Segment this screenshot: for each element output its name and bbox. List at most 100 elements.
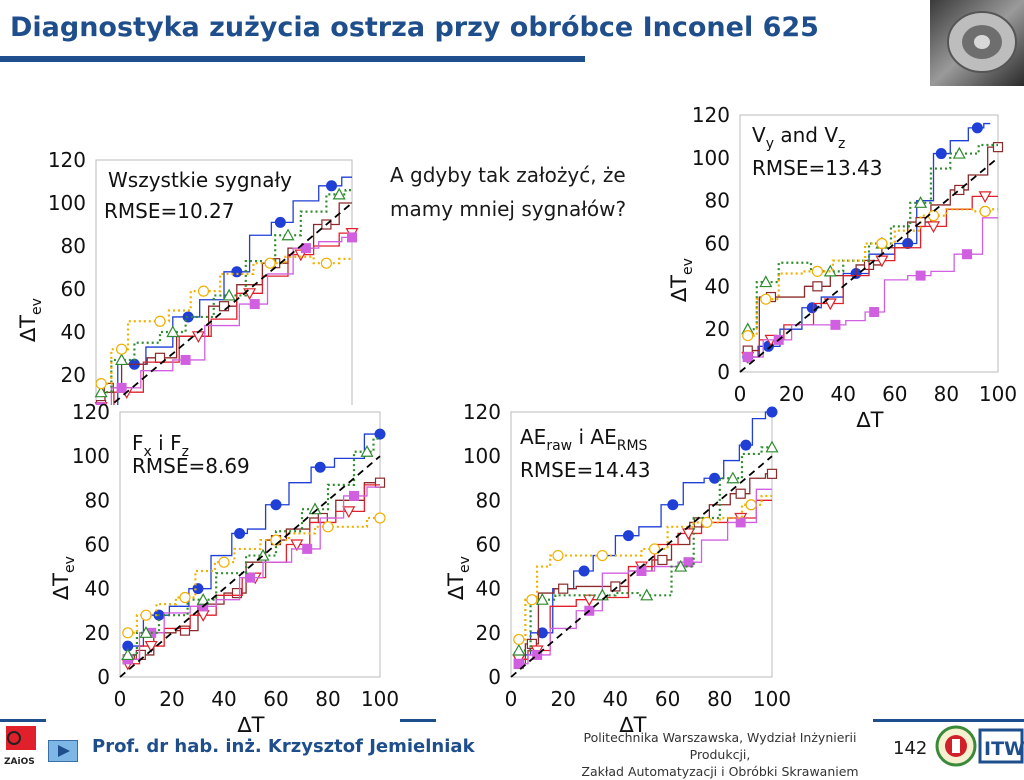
data-point bbox=[197, 285, 210, 297]
data-point bbox=[735, 488, 746, 499]
series-magenta bbox=[96, 232, 357, 405]
series-reference bbox=[739, 157, 999, 373]
chart-annotation: AEraw i AERMS bbox=[520, 425, 648, 454]
data-point bbox=[374, 428, 386, 440]
data-point bbox=[876, 237, 888, 250]
y-axis-label: ∆Tev bbox=[49, 556, 78, 601]
data-point bbox=[740, 439, 752, 451]
series-line bbox=[747, 217, 998, 358]
data-point bbox=[683, 557, 694, 568]
y-tick-label: 80 bbox=[705, 189, 730, 213]
y-tick-label: 120 bbox=[463, 400, 501, 424]
data-point bbox=[875, 255, 889, 268]
data-point bbox=[322, 521, 334, 533]
institution: Politechnika Warszawska, Wydział Inżynie… bbox=[560, 729, 880, 780]
rmse-label: RMSE=8.69 bbox=[132, 454, 250, 478]
chart-fx-fz: 0 20 40 60 80 100 120 0 20 40 60 80 100 ∆T ∆Tev Fx i Fz… bbox=[49, 400, 399, 737]
data-point bbox=[681, 528, 695, 541]
y-tick-label: 20 bbox=[705, 317, 730, 341]
data-point bbox=[96, 402, 107, 405]
x-tick-label: 40 bbox=[211, 687, 236, 711]
data-point bbox=[326, 180, 338, 192]
x-tick-label: 0 bbox=[505, 687, 518, 711]
data-point bbox=[657, 554, 668, 566]
x-tick-label: 80 bbox=[934, 382, 959, 406]
data-point bbox=[742, 329, 754, 342]
y-tick-label: 0 bbox=[717, 360, 730, 384]
series-orange bbox=[742, 205, 998, 342]
institution-line-2: Zakład Automatyzacji i Obróbki Skrawanie… bbox=[581, 764, 859, 779]
series-green bbox=[512, 440, 779, 656]
series-line bbox=[101, 189, 352, 394]
data-point bbox=[915, 270, 926, 281]
y-tick-label: 20 bbox=[61, 363, 86, 387]
y-tick-label: 120 bbox=[692, 103, 730, 127]
data-point bbox=[95, 378, 107, 390]
data-point bbox=[166, 325, 180, 338]
data-point bbox=[281, 228, 295, 241]
data-point bbox=[196, 592, 210, 605]
data-point bbox=[709, 472, 721, 484]
y-tick-label: 100 bbox=[463, 444, 501, 468]
data-point bbox=[532, 649, 543, 660]
footer-rule-left bbox=[0, 719, 46, 722]
data-point bbox=[512, 643, 526, 656]
data-point bbox=[308, 502, 322, 515]
data-point bbox=[139, 626, 153, 638]
y-tick-label: 100 bbox=[48, 191, 86, 215]
data-point bbox=[374, 477, 386, 488]
data-point bbox=[513, 633, 525, 646]
series-reference bbox=[510, 455, 773, 678]
data-point bbox=[121, 648, 135, 661]
x-tick-label: 80 bbox=[707, 687, 732, 711]
institution-line-1: Politechnika Warszawska, Wydział Inżynie… bbox=[583, 730, 857, 762]
x-tick-label: 0 bbox=[734, 382, 747, 406]
next-slide-button[interactable] bbox=[48, 740, 78, 762]
data-point bbox=[349, 490, 359, 501]
y-tick-label: 100 bbox=[72, 444, 110, 468]
data-point bbox=[526, 638, 537, 649]
data-point bbox=[290, 539, 304, 552]
data-point bbox=[759, 275, 773, 288]
x-tick-label: 20 bbox=[779, 382, 804, 406]
reference-line bbox=[739, 157, 999, 373]
data-point bbox=[812, 281, 823, 292]
data-point bbox=[667, 499, 679, 511]
y-tick-label: 40 bbox=[705, 274, 730, 298]
rmse-label: RMSE=13.43 bbox=[752, 156, 883, 180]
data-point bbox=[140, 609, 152, 621]
title-underline bbox=[0, 56, 585, 62]
chart-all-signals: 020406080100120020406080100∆T∆TevWszystk… bbox=[16, 148, 359, 405]
x-tick-label: 60 bbox=[263, 687, 288, 711]
page-title: Diagnostyka zużycia ostrza przy obróbce … bbox=[10, 12, 819, 43]
y-tick-label: 40 bbox=[476, 577, 501, 601]
x-axis-label: ∆T bbox=[619, 713, 647, 737]
data-point bbox=[954, 184, 965, 196]
data-point bbox=[116, 382, 127, 393]
data-point bbox=[726, 471, 740, 484]
data-point bbox=[971, 122, 983, 134]
data-point bbox=[342, 506, 356, 519]
data-point bbox=[979, 205, 991, 217]
data-point bbox=[234, 527, 246, 539]
data-point bbox=[374, 512, 386, 524]
y-axis-label: ∆Tev bbox=[16, 298, 45, 343]
x-tick-label: 60 bbox=[882, 382, 907, 406]
series-line bbox=[518, 494, 772, 641]
y-tick-label: 60 bbox=[85, 533, 110, 557]
x-tick-label: 100 bbox=[979, 382, 1017, 406]
y-tick-label: 40 bbox=[85, 577, 110, 601]
data-point bbox=[648, 543, 661, 555]
itw-logo: ITW bbox=[978, 728, 1024, 764]
footer-rule-mid bbox=[400, 719, 436, 722]
chart-vy-vz: 0 20 40 60 80 100 120 0 20 40 60 80 100 ∆T ∆Tev Vy and … bbox=[667, 103, 1017, 432]
data-point bbox=[122, 627, 134, 639]
question-text: A gdyby tak założyć, że mamy mniej sygna… bbox=[390, 158, 626, 226]
y-tick-label: 60 bbox=[476, 533, 501, 557]
data-point bbox=[978, 191, 992, 204]
zaios-logo-text: ZAiOS bbox=[4, 757, 35, 767]
x-tick-label: 60 bbox=[655, 687, 680, 711]
series-line bbox=[127, 437, 380, 657]
data-point bbox=[231, 587, 243, 599]
data-point bbox=[536, 627, 548, 639]
